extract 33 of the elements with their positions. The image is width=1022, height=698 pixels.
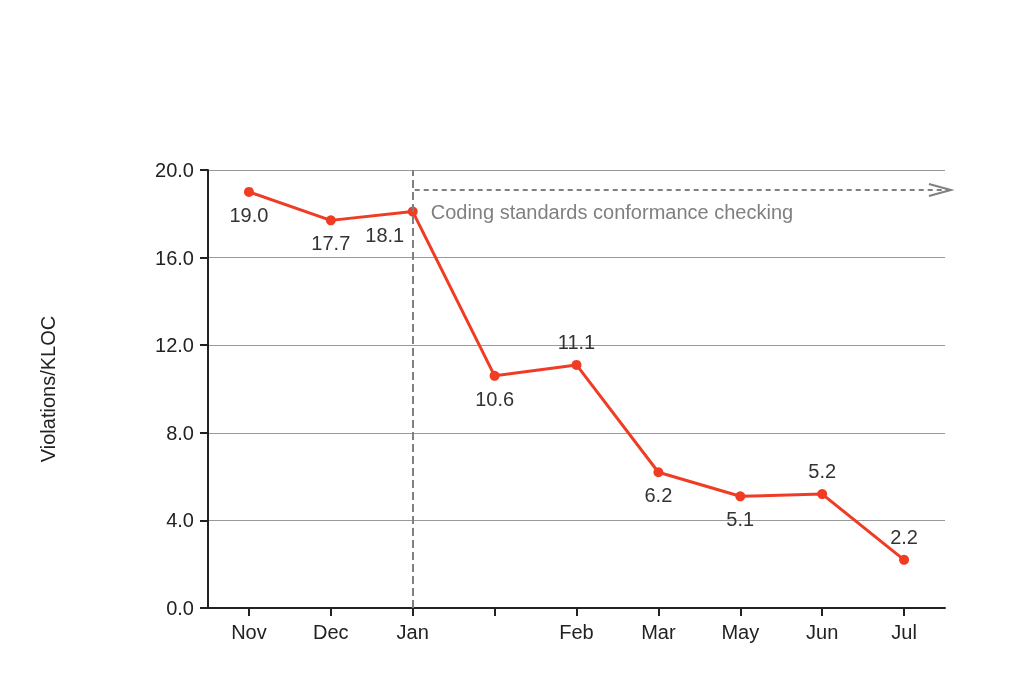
y-tick-label: 0.0 <box>166 597 194 619</box>
point <box>571 359 582 370</box>
x-tick-label: Jan <box>396 621 429 643</box>
x-tick-label: May <box>721 621 760 643</box>
x-tick-label: Jun <box>806 621 839 643</box>
point <box>899 554 910 565</box>
y-tick-label: 8.0 <box>166 421 194 444</box>
x-tick-label: Mar <box>641 621 676 643</box>
ref-line-label: Coding standards conformance checking <box>430 201 794 223</box>
x-tick-label: Nov <box>231 621 267 643</box>
y-tick-label: 20.0 <box>155 159 194 181</box>
point <box>243 186 254 197</box>
data-label: 18.1 <box>365 223 405 246</box>
data-label: 10.6 <box>475 387 515 410</box>
point <box>489 370 500 381</box>
x-tick-label: Jul <box>891 621 917 643</box>
data-label: 11.1 <box>557 330 596 353</box>
data-label: 19.0 <box>229 203 269 226</box>
x-tick-label: Feb <box>559 621 594 643</box>
data-label: 2.2 <box>890 525 918 548</box>
y-tick-label: 12.0 <box>155 334 194 357</box>
point <box>735 491 746 502</box>
data-label: 5.2 <box>808 460 837 483</box>
data-label: 5.1 <box>726 508 755 531</box>
data-label: 6.2 <box>644 484 673 507</box>
point <box>325 215 336 226</box>
point <box>817 489 828 500</box>
y-axis-title: Violations/KLOC <box>37 315 59 463</box>
data-label: 17.7 <box>311 232 351 255</box>
x-tick-label: Dec <box>313 621 349 643</box>
point <box>653 467 664 478</box>
y-tick-label: 4.0 <box>166 509 194 532</box>
y-tick-label: 16.0 <box>155 246 194 269</box>
